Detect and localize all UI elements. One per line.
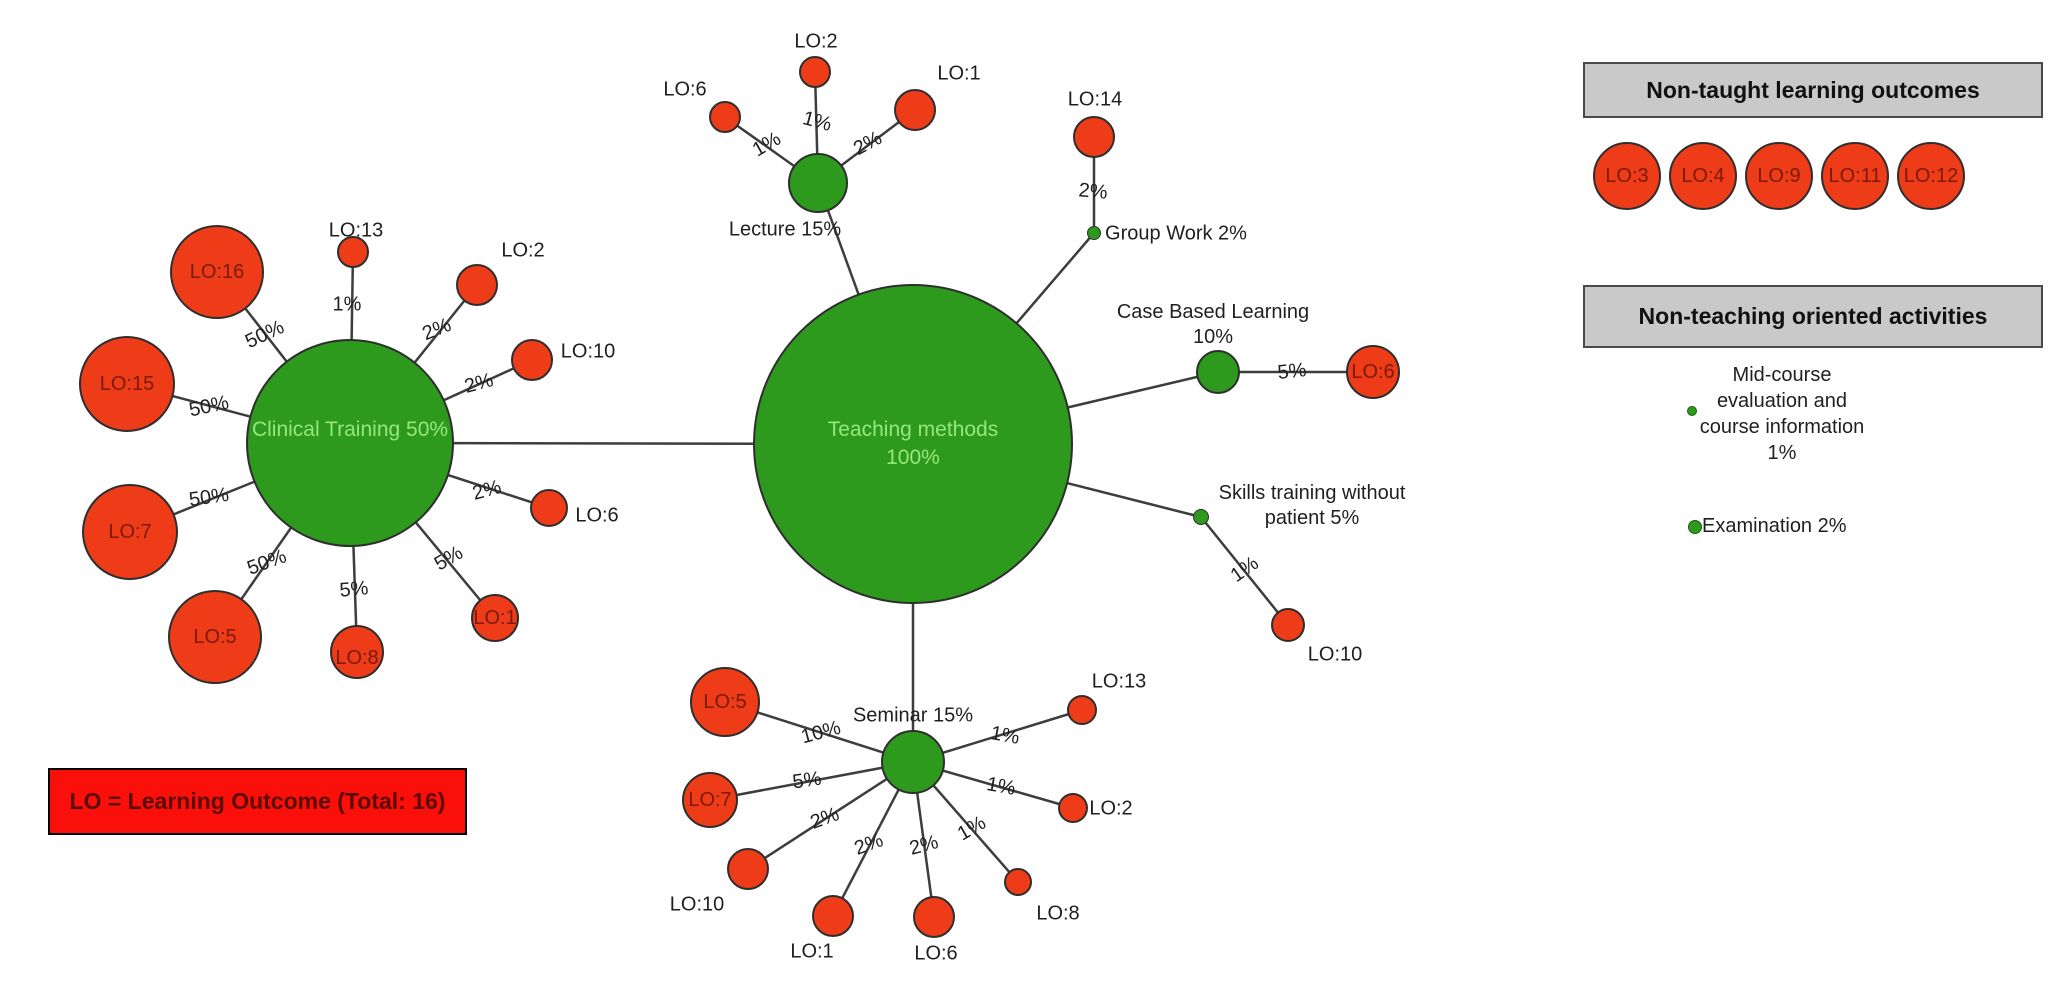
graph-node-clinical-lo8: LO:8 [330, 625, 384, 679]
graph-node-clinical-lo5: LO:5 [168, 590, 262, 684]
graph-node-label-clinical-lo1: LO:1 [473, 607, 517, 629]
non-taught-lo-label-3: LO:9 [1757, 164, 1801, 187]
edge-weight-label-clinical-training--clinical-lo8: 5% [338, 577, 370, 602]
graph-node-seminar-lo2 [1058, 793, 1088, 823]
graph-node-seminar-lo8 [1004, 868, 1032, 896]
graph-node-clinical-lo13 [337, 236, 369, 268]
graph-node-label-clinical-lo16: LO:16 [189, 261, 245, 283]
graph-node-label-seminar-lo7: LO:7 [688, 789, 732, 811]
edge-weight-label-seminar--seminar-lo13: 1% [988, 722, 1022, 749]
graph-node-label-seminar-lo1: LO:1 [790, 940, 834, 963]
graph-node-label-seminar-lo10: LO:10 [669, 893, 725, 916]
non-taught-lo-label-4: LO:11 [1828, 164, 1882, 187]
graph-edge-skills-training--skills-lo10 [1200, 516, 1289, 626]
graph-node-label-seminar-lo2: LO:2 [1089, 797, 1133, 820]
graph-node-seminar-lo7: LO:7 [682, 772, 738, 828]
graph-node-clinical-training: Clinical Training 50% [246, 339, 454, 547]
graph-node-groupwork-lo14 [1073, 116, 1115, 158]
non-teaching-header-label: Non-teaching oriented activities [1638, 303, 1988, 329]
edge-weight-label-seminar--seminar-lo7: 5% [791, 767, 823, 794]
graph-node-seminar-lo5: LO:5 [690, 667, 760, 737]
graph-node-clinical-lo7: LO:7 [82, 484, 178, 580]
graph-node-label-seminar-lo6: LO:6 [914, 942, 958, 965]
graph-node-skills-training [1193, 509, 1209, 525]
non-taught-header: Non-taught learning outcomes [1583, 62, 2043, 118]
graph-node-seminar [881, 730, 945, 794]
graph-node-label-clinical-lo7: LO:7 [108, 521, 152, 543]
graph-node-label-clinical-lo5: LO:5 [193, 626, 237, 648]
graph-node-skills-lo10 [1271, 608, 1305, 642]
graph-node-label-skills-lo10: LO:10 [1307, 643, 1363, 666]
graph-node-cbl-lo6: LO:6 [1346, 345, 1400, 399]
non-taught-lo-circle-5: LO:12 [1897, 142, 1965, 210]
examination-activity-dot-icon [1688, 520, 1702, 534]
graph-node-seminar-lo13 [1067, 695, 1097, 725]
graph-node-label-clinical-lo6: LO:6 [575, 504, 619, 527]
non-teaching-header: Non-teaching oriented activities [1583, 285, 2043, 348]
graph-node-clinical-lo10 [511, 339, 553, 381]
graph-node-clinical-lo2 [456, 264, 498, 306]
graph-node-group-work [1087, 226, 1101, 240]
midcourse-line-1: Mid-course [1732, 364, 1832, 386]
graph-node-case-based-learning [1196, 350, 1240, 394]
graph-node-label-cbl-lo6: LO:6 [1351, 361, 1395, 383]
graph-node-label-seminar: Seminar 15% [852, 704, 974, 727]
graph-node-label-clinical-lo10: LO:10 [560, 340, 616, 363]
graph-node-label-lecture-lo6: LO:6 [663, 78, 707, 101]
graph-node-label-clinical-lo8: LO:8 [335, 647, 379, 669]
graph-node-label-lecture-lo2: LO:2 [794, 30, 838, 53]
graph-node-seminar-lo10 [727, 848, 769, 890]
midcourse-activity-label: Mid-course evaluation and course informa… [1700, 362, 1865, 466]
legend-box: LO = Learning Outcome (Total: 16) [48, 768, 467, 835]
graph-node-label-clinical-lo2: LO:2 [501, 239, 545, 262]
graph-edge-seminar--seminar-lo7 [709, 760, 914, 802]
graph-node-clinical-lo6 [530, 489, 568, 527]
non-taught-lo-label-1: LO:3 [1605, 164, 1649, 187]
non-taught-lo-circle-1: LO:3 [1593, 142, 1661, 210]
graph-node-label-seminar-lo8: LO:8 [1036, 902, 1080, 925]
graph-node-label-lecture-lo1: LO:1 [937, 62, 981, 85]
non-taught-lo-circle-4: LO:11 [1821, 142, 1889, 210]
graph-node-label-group-work: Group Work 2% [1105, 222, 1247, 245]
graph-node-lecture-lo1 [894, 89, 936, 131]
examination-activity-label: Examination 2% [1702, 515, 1847, 537]
graph-node-label-clinical-lo15: LO:15 [99, 373, 155, 395]
graph-node-label-clinical-lo13: LO:13 [328, 219, 384, 242]
graph-node-seminar-lo1 [812, 895, 854, 937]
graph-node-label-seminar-lo13: LO:13 [1091, 670, 1147, 693]
graph-node-seminar-lo6 [913, 896, 955, 938]
graph-node-label-groupwork-lo14: LO:14 [1067, 88, 1123, 111]
graph-node-teaching-methods: Teaching methods 100% [753, 284, 1073, 604]
non-taught-lo-label-5: LO:12 [1903, 164, 1959, 187]
edge-weight-label-clinical-training--clinical-lo13: 1% [332, 293, 362, 316]
graph-node-label-case-based-learning: Case Based Learning 10% [1116, 301, 1310, 348]
graph-node-clinical-lo16: LO:16 [170, 225, 264, 319]
graph-node-label-clinical-training: Clinical Training 50% [251, 418, 449, 441]
edge-weight-label-seminar--seminar-lo2: 1% [984, 773, 1018, 800]
graph-node-lecture [788, 153, 848, 213]
graph-node-lecture-lo2 [799, 56, 831, 88]
midcourse-line-4: 1% [1767, 442, 1797, 464]
graph-node-clinical-lo15: LO:15 [79, 336, 175, 432]
edge-weight-label-group-work--groupwork-lo14: 2% [1077, 179, 1109, 204]
midcourse-line-2: evaluation and [1716, 390, 1848, 412]
non-taught-lo-circle-3: LO:9 [1745, 142, 1813, 210]
graph-node-lecture-lo6 [709, 101, 741, 133]
non-taught-lo-label-2: LO:4 [1681, 164, 1725, 187]
graph-node-clinical-lo1: LO:1 [471, 594, 519, 642]
graph-node-label-teaching-methods: Teaching methods 100% [827, 418, 999, 469]
graph-node-label-lecture: Lecture 15% [728, 218, 842, 241]
graph-node-label-seminar-lo5: LO:5 [703, 691, 747, 713]
edge-weight-label-case-based-learning--cbl-lo6: 5% [1276, 359, 1308, 384]
midcourse-line-3: course information [1699, 416, 1865, 438]
graph-node-label-skills-training: Skills training without patient 5% [1218, 482, 1406, 529]
legend-label: LO = Learning Outcome (Total: 16) [69, 788, 446, 814]
midcourse-activity-dot-icon [1687, 406, 1697, 416]
non-taught-lo-row: LO:3 LO:4 LO:9 LO:11 LO:12 [1593, 142, 1965, 210]
non-taught-header-label: Non-taught learning outcomes [1646, 76, 1980, 103]
non-taught-lo-circle-2: LO:4 [1669, 142, 1737, 210]
